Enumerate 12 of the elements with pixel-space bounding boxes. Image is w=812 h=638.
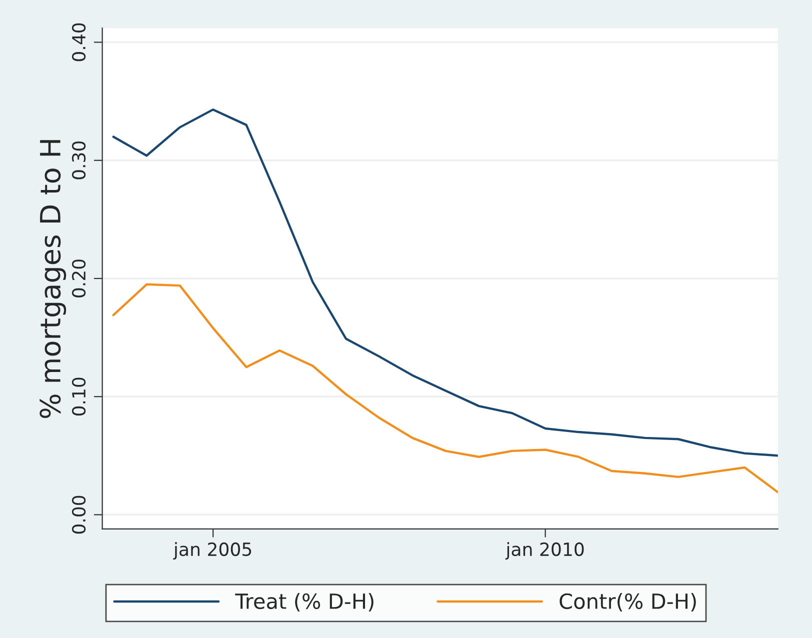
legend-label: Contr(% D-H) xyxy=(560,592,696,612)
x-tick-label: jan 2005 xyxy=(173,542,252,560)
y-tick-label: 0.20 xyxy=(72,260,86,298)
x-tick-label: jan 2010 xyxy=(505,542,584,560)
y-axis-title: % mortgages D to H xyxy=(40,140,66,418)
legend-label: Treat (% D-H) xyxy=(235,592,374,612)
line-series xyxy=(112,108,778,457)
y-tick-label: 0.30 xyxy=(72,141,86,180)
y-tick-label: 0.40 xyxy=(72,23,86,62)
y-tick-label: 0.10 xyxy=(72,378,86,416)
line-series xyxy=(112,283,778,494)
y-tick-label: 0.00 xyxy=(72,496,86,534)
